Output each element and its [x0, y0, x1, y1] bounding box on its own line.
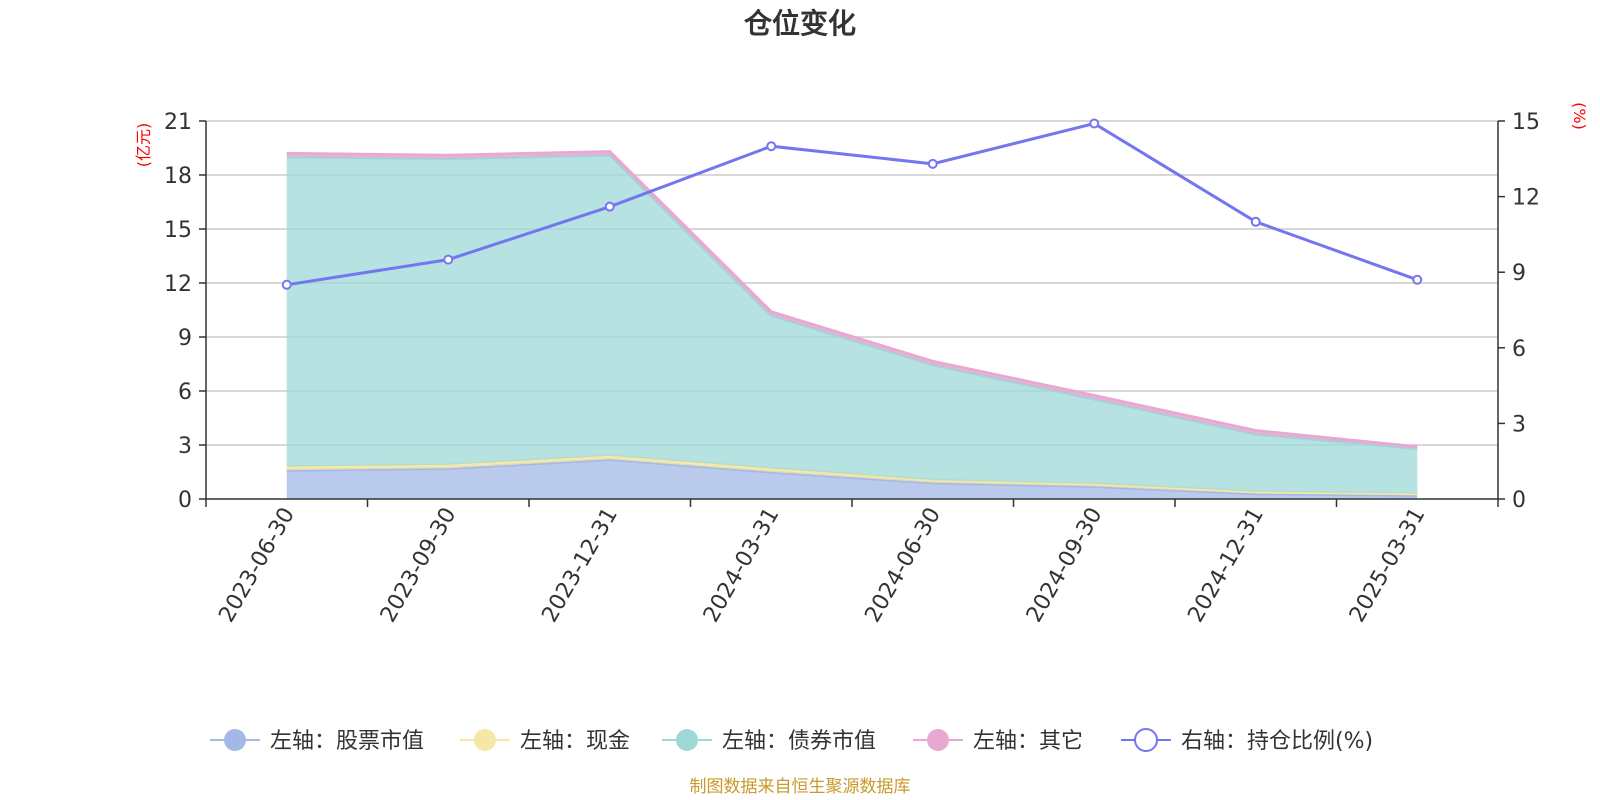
x-axis-tick-label: 2024-06-30: [860, 504, 946, 627]
legend-label: 左轴：债券市值: [722, 729, 876, 754]
x-axis-tick-label: 2023-06-30: [214, 504, 300, 627]
chart-title: 仓位变化: [744, 7, 856, 40]
area-series: [286, 155, 1418, 494]
data-source-note: 制图数据来自恒生聚源数据库: [690, 777, 911, 797]
line-point: [1089, 118, 1100, 129]
x-axis-tick-label: 2023-09-30: [376, 504, 462, 627]
left-axis-unit: (亿元): [134, 123, 153, 168]
right-axis-tick-label: 6: [1512, 337, 1526, 362]
right-axis-unit: (%): [1570, 102, 1589, 130]
line-point: [766, 141, 777, 152]
x-axis-tick-label: 2025-03-31: [1345, 504, 1431, 627]
legend-marker: [927, 729, 949, 751]
x-axis-tick-label: 2024-09-30: [1022, 504, 1108, 627]
legend-marker: [474, 729, 496, 751]
legend-label: 左轴：现金: [520, 729, 630, 754]
legend-marker: [1134, 728, 1158, 752]
line-point: [281, 279, 292, 290]
x-axis-tick-label: 2024-03-31: [699, 504, 785, 627]
left-axis-tick-label: 0: [178, 488, 192, 513]
right-axis-tick-label: 15: [1512, 110, 1540, 135]
legend-label: 右轴：持仓比例(%): [1181, 729, 1373, 754]
line-point: [604, 201, 615, 212]
line-point: [443, 254, 454, 265]
left-axis-tick-label: 15: [164, 218, 192, 243]
x-axis-tick-label: 2023-12-31: [537, 504, 623, 627]
legend-label: 左轴：其它: [973, 729, 1083, 754]
area-series-edge: [286, 150, 1418, 449]
x-axis-tick-label: 2024-12-31: [1183, 504, 1269, 627]
right-axis-tick-label: 0: [1512, 488, 1526, 513]
line-point: [927, 158, 938, 169]
left-axis-tick-label: 18: [164, 164, 192, 189]
legend-marker: [676, 729, 698, 751]
legend: 左轴：股票市值 左轴：现金 左轴：债券市值 左轴：其它 右轴：持仓比例(%): [210, 728, 1373, 754]
left-axis-tick-label: 6: [178, 380, 192, 405]
line-series: [286, 121, 1418, 287]
left-axis-tick-label: 21: [164, 110, 192, 135]
line-point: [1412, 274, 1423, 285]
right-axis-tick-label: 3: [1512, 412, 1526, 437]
left-axis-tick-label: 9: [178, 326, 192, 351]
right-axis-tick-label: 9: [1512, 261, 1526, 286]
left-axis-tick-label: 3: [178, 434, 192, 459]
legend-label: 左轴：股票市值: [270, 729, 424, 754]
right-axis-tick-label: 12: [1512, 186, 1540, 211]
left-axis-tick-label: 12: [164, 272, 192, 297]
line-point: [1250, 216, 1261, 227]
legend-marker: [224, 729, 246, 751]
